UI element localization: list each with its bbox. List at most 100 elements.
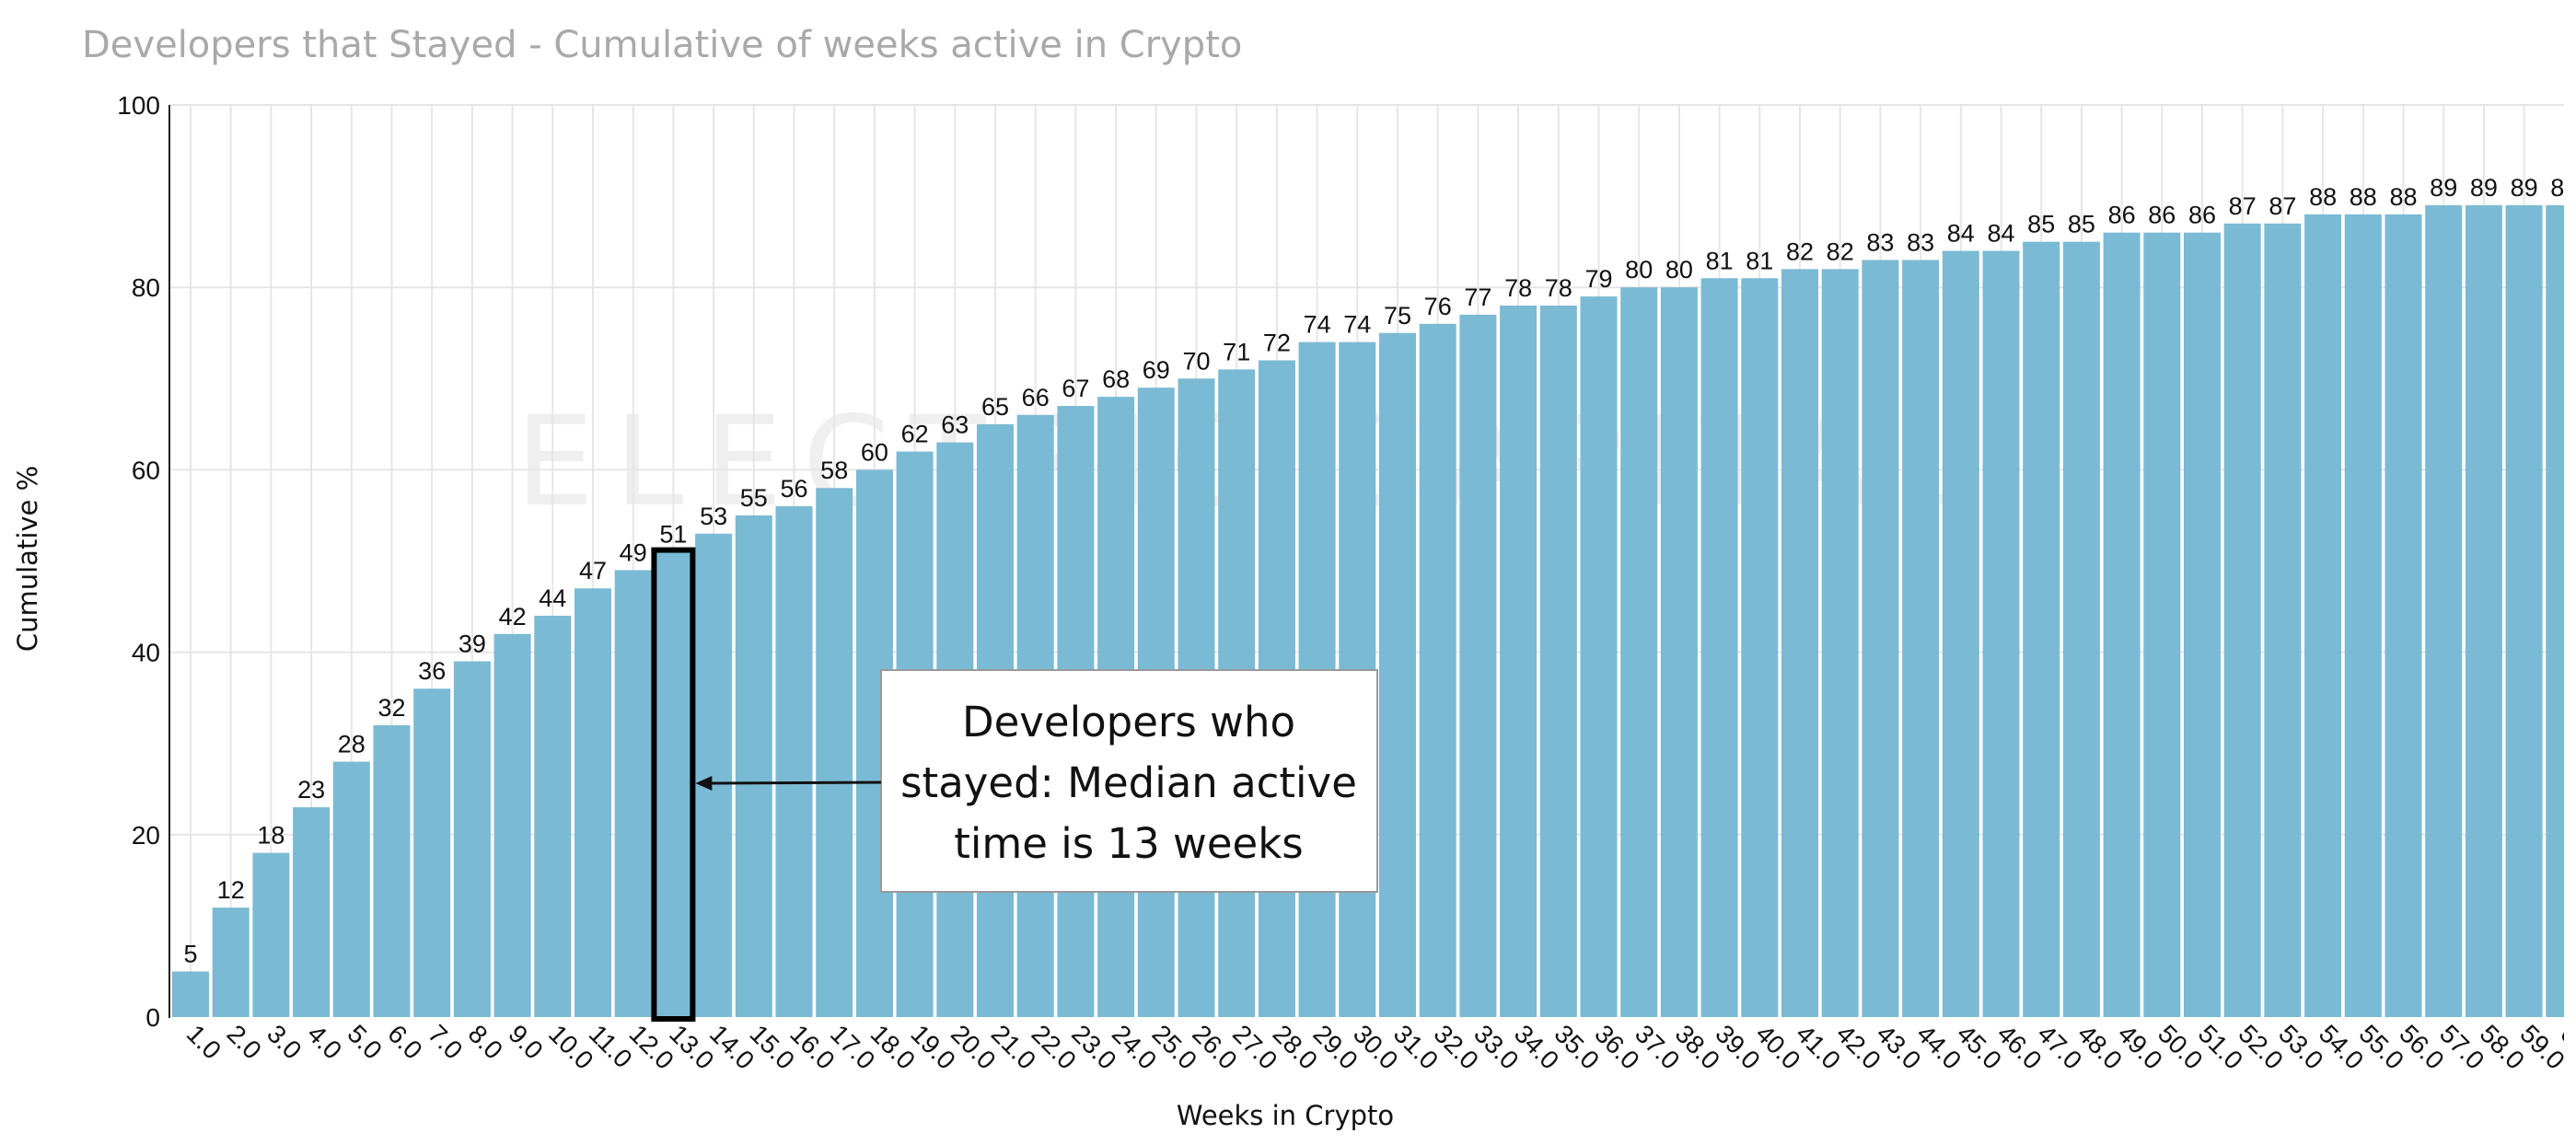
x-tick-label: 8.0 [463, 1019, 508, 1064]
data-label: 89 [2550, 174, 2576, 202]
x-tick-label: 25.0 [1147, 1019, 1202, 1074]
data-label: 28 [338, 731, 366, 758]
bar-51.0 [2184, 232, 2221, 1018]
annotation-line-1: Developers who [962, 698, 1295, 746]
data-label: 86 [2108, 202, 2136, 229]
data-label: 66 [1022, 384, 1050, 411]
data-label: 12 [217, 876, 245, 904]
data-label: 82 [1827, 237, 1854, 265]
x-tick-label: 9.0 [503, 1019, 548, 1064]
x-tick-label: 40.0 [1750, 1019, 1805, 1074]
data-label: 82 [1786, 237, 1814, 265]
x-tick-label: 45.0 [1952, 1019, 2007, 1074]
bar-31.0 [1379, 332, 1416, 1017]
data-label: 63 [941, 411, 969, 439]
highlight-rect [651, 547, 696, 1023]
median-highlight-box [651, 547, 696, 1023]
data-label: 53 [700, 503, 727, 530]
bar-15.0 [735, 515, 772, 1017]
y-tick-label: 40 [132, 639, 160, 667]
x-tick-label: 15.0 [745, 1019, 800, 1074]
bar-37.0 [1620, 287, 1658, 1017]
data-label: 89 [2430, 174, 2457, 202]
data-label: 81 [1746, 247, 1773, 274]
x-tick-label: 47.0 [2032, 1019, 2087, 1074]
bar-10.0 [534, 615, 572, 1017]
bar-56.0 [2385, 214, 2422, 1018]
bar-32.0 [1419, 323, 1456, 1018]
data-label: 83 [1866, 228, 1894, 256]
bar-58.0 [2465, 205, 2502, 1017]
x-tick-label: 38.0 [1670, 1019, 1725, 1074]
data-label: 23 [297, 776, 325, 804]
bar-40.0 [1741, 278, 1779, 1017]
x-tick-label: 26.0 [1187, 1019, 1242, 1074]
x-tick-label: 10.0 [543, 1019, 598, 1074]
bar-36.0 [1580, 296, 1618, 1017]
bar-2.0 [212, 908, 249, 1017]
data-label: 62 [901, 421, 929, 448]
bar-6.0 [373, 724, 411, 1017]
x-tick-label: 52.0 [2233, 1019, 2288, 1074]
bar-9.0 [493, 633, 531, 1017]
x-tick-label: 7.0 [423, 1019, 468, 1064]
data-label: 81 [1706, 247, 1734, 274]
bar-54.0 [2304, 214, 2342, 1018]
x-tick-label: 37.0 [1630, 1019, 1685, 1074]
data-label: 51 [659, 521, 687, 549]
bar-7.0 [413, 688, 451, 1017]
x-tick-label: 34.0 [1509, 1019, 1564, 1074]
data-label: 44 [539, 584, 566, 612]
x-tick-label: 11.0 [584, 1019, 638, 1073]
x-tick-label: 17.0 [825, 1019, 880, 1074]
bar-35.0 [1539, 306, 1577, 1017]
y-tick-label: 0 [145, 1003, 160, 1032]
x-tick-label: 22.0 [1026, 1019, 1081, 1074]
data-label: 72 [1263, 329, 1291, 356]
x-tick-label: 44.0 [1911, 1019, 1967, 1074]
bar-16.0 [775, 506, 813, 1017]
x-tick-label: 2.0 [221, 1019, 266, 1064]
data-label: 42 [499, 603, 527, 630]
x-tick-label: 43.0 [1871, 1019, 1926, 1074]
data-label: 76 [1424, 293, 1452, 320]
data-label: 60 [861, 438, 888, 466]
data-label: 86 [2188, 202, 2216, 229]
data-label: 84 [1947, 220, 1975, 248]
bar-38.0 [1660, 287, 1698, 1017]
x-tick-label: 30.0 [1348, 1019, 1403, 1074]
annotation-box [880, 669, 1378, 893]
data-label: 32 [377, 694, 405, 722]
data-label: 78 [1545, 274, 1572, 302]
data-label: 68 [1102, 365, 1130, 393]
x-tick-label: 58.0 [2475, 1019, 2530, 1074]
data-label: 77 [1464, 283, 1491, 311]
x-tick-label: 36.0 [1589, 1019, 1644, 1074]
x-tick-label: 49.0 [2112, 1019, 2167, 1074]
x-tick-label: 6.0 [382, 1019, 427, 1064]
annotation-line-3: time is 13 weeks [954, 819, 1303, 868]
x-tick-label: 18.0 [865, 1019, 921, 1074]
data-label: 55 [740, 484, 768, 512]
data-label: 80 [1625, 256, 1653, 283]
bar-41.0 [1781, 269, 1818, 1017]
x-tick-label: 41.0 [1791, 1019, 1846, 1074]
data-label: 88 [2309, 183, 2337, 211]
x-tick-label: 53.0 [2273, 1019, 2328, 1074]
x-tick-label: 46.0 [1991, 1019, 2047, 1074]
bar-60.0 [2546, 205, 2564, 1017]
data-label: 69 [1143, 356, 1170, 384]
bar-42.0 [1821, 269, 1859, 1017]
data-label: 71 [1223, 338, 1250, 365]
bar-45.0 [1942, 250, 1979, 1017]
x-tick-label: 39.0 [1710, 1019, 1765, 1074]
bar-44.0 [1902, 260, 1940, 1018]
x-tick-label: 51.0 [2193, 1019, 2248, 1074]
bar-17.0 [816, 488, 853, 1017]
bar-4.0 [293, 807, 331, 1017]
x-tick-label: 28.0 [1268, 1019, 1323, 1074]
data-label: 88 [2389, 183, 2417, 211]
x-tick-label: 24.0 [1107, 1019, 1162, 1074]
data-label: 58 [820, 457, 848, 484]
